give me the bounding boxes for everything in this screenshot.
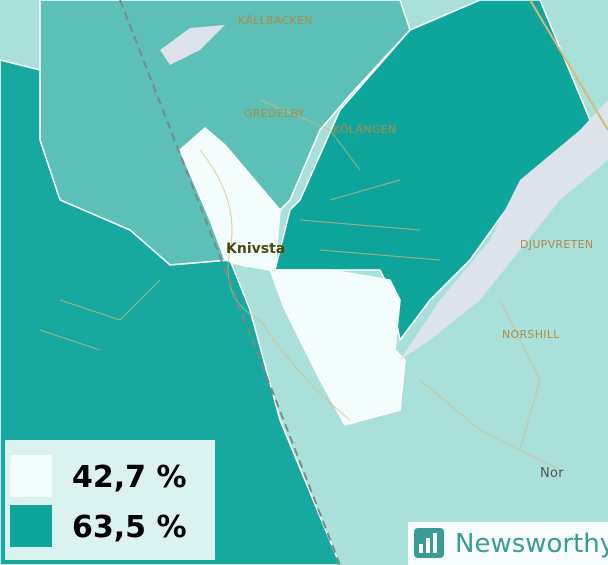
brand-name: Newsworthy [455,529,608,559]
legend-label: 63,5 % [72,510,187,545]
place-label: NORSHILL [502,328,560,341]
highway [529,0,608,131]
legend-swatch [10,505,52,547]
railway [119,0,341,565]
legend-swatch [10,455,52,497]
region [0,59,341,565]
region [179,127,406,426]
place-label: GREDELBY [244,107,305,120]
legend-label: 42,7 % [72,460,187,495]
place-label: KÖLÄNGEN [333,123,397,136]
town-label: Knivsta [226,241,285,257]
water [160,25,225,65]
water [400,100,608,360]
place-label: KÄLLBACKEN [238,14,313,27]
place-label: DJUPVRETEN [520,238,593,251]
place-label: Nor [540,466,564,481]
brand-logo [414,528,444,558]
